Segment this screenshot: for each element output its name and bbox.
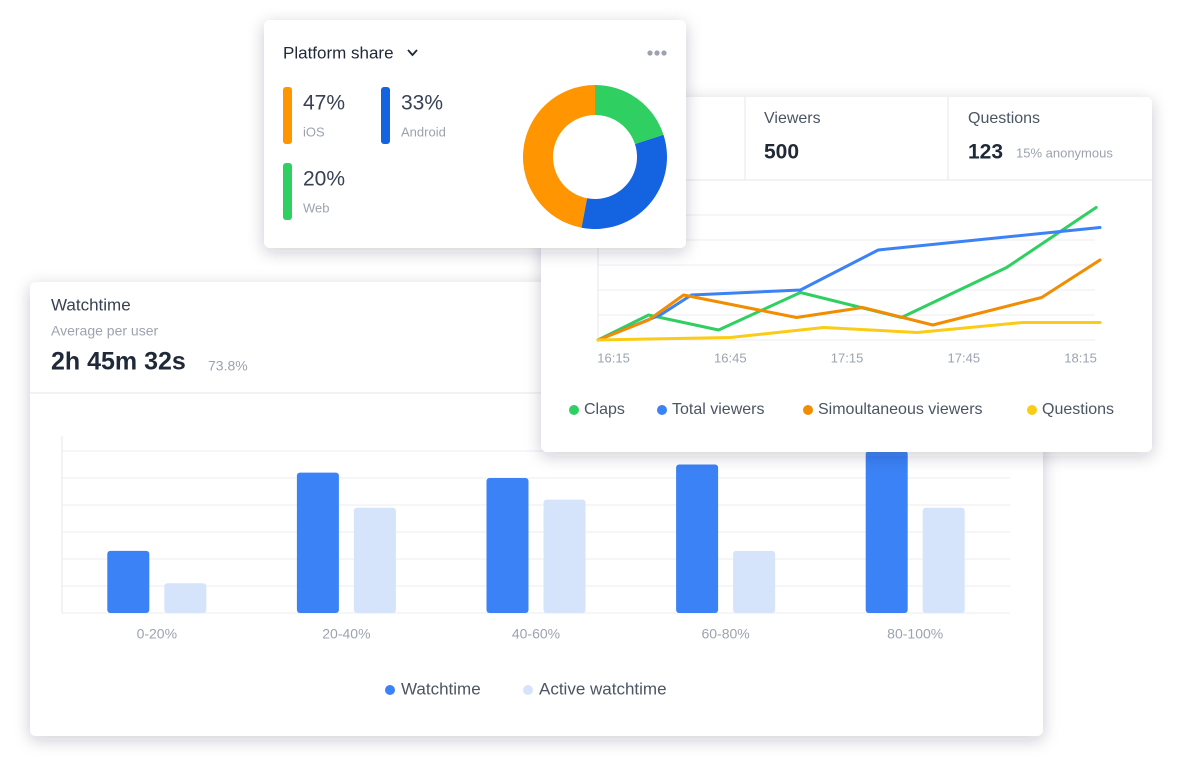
category-label: Web bbox=[303, 200, 330, 215]
card-subtitle: Average per user bbox=[51, 323, 158, 339]
dropdown-chevron[interactable] bbox=[407, 49, 418, 57]
line-series bbox=[596, 258, 1102, 342]
legend-swatch bbox=[803, 405, 813, 415]
x-tick-label: 20-40% bbox=[322, 626, 370, 642]
legend-label: Claps bbox=[584, 401, 625, 418]
bar bbox=[865, 451, 908, 613]
category-label: iOS bbox=[303, 124, 325, 139]
legend-label: Simoultaneous viewers bbox=[818, 401, 983, 418]
stat-value: 123 bbox=[968, 141, 1003, 164]
dot bbox=[647, 50, 653, 56]
bar bbox=[543, 499, 586, 613]
x-tick-label: 60-80% bbox=[701, 626, 749, 642]
x-tick-label: 0-20% bbox=[137, 626, 177, 642]
bar bbox=[296, 472, 339, 613]
value-label: 47% bbox=[303, 92, 345, 115]
x-tick-label: 17:45 bbox=[948, 350, 981, 365]
watchtime-value: 2h 45m 32s bbox=[51, 348, 186, 376]
x-tick-label: 80-100% bbox=[887, 626, 943, 642]
line-series bbox=[596, 321, 1102, 342]
legend-label: Total viewers bbox=[672, 401, 764, 418]
dot bbox=[654, 50, 660, 56]
legend-swatch bbox=[569, 405, 579, 415]
line-plot: 16:15 16:45 17:15 17:45 18:15 Claps Total view… bbox=[569, 206, 1114, 418]
legend-label: Watchtime bbox=[401, 679, 481, 698]
card-title: Watchtime bbox=[51, 295, 131, 314]
platform-card: Platform share 47% iOS 33% Android 20% Web bbox=[264, 20, 686, 248]
x-tick-label: 17:15 bbox=[831, 350, 864, 365]
more-menu[interactable] bbox=[647, 50, 667, 56]
legend-label: Active watchtime bbox=[539, 679, 667, 698]
stat-note: 15% anonymous bbox=[1016, 145, 1113, 160]
legend-swatch bbox=[283, 87, 292, 144]
dot bbox=[661, 50, 667, 56]
x-tick-label: 18:15 bbox=[1064, 350, 1097, 365]
x-tick-label: 40-60% bbox=[512, 626, 560, 642]
stat-label: Questions bbox=[968, 110, 1040, 127]
bar bbox=[922, 507, 965, 613]
stat-value: 500 bbox=[764, 141, 799, 164]
x-tick-label: 16:15 bbox=[597, 350, 630, 365]
legend-swatch bbox=[523, 685, 533, 695]
legend-swatch bbox=[1027, 405, 1037, 415]
value-label: 20% bbox=[303, 168, 345, 191]
donut-slice bbox=[581, 134, 668, 230]
bar-plot: 0-20% 20-40% 40-60% 60-80% 80-100% bbox=[62, 450, 1010, 642]
category-label: Android bbox=[401, 124, 446, 139]
legend-label: Questions bbox=[1042, 401, 1114, 418]
card-background bbox=[541, 97, 1152, 452]
card-title[interactable]: Platform share bbox=[283, 43, 394, 62]
watchtime-change: 73.8% bbox=[208, 358, 248, 374]
line-series bbox=[596, 206, 1098, 342]
legend-swatch bbox=[283, 163, 292, 220]
bar bbox=[486, 478, 529, 613]
legend-swatch bbox=[385, 685, 395, 695]
engagement-card: Viewers 500 Questions 123 15% anonymous … bbox=[541, 97, 1152, 452]
x-tick-label: 16:45 bbox=[714, 350, 747, 365]
value-label: 33% bbox=[401, 92, 443, 115]
bar bbox=[164, 583, 207, 613]
legend-swatch bbox=[381, 87, 390, 144]
legend-swatch bbox=[657, 405, 667, 415]
bar bbox=[733, 550, 776, 613]
pie-plot: 47% iOS 33% Android 20% Web bbox=[283, 85, 668, 230]
stat-label: Viewers bbox=[764, 110, 821, 127]
donut-slice bbox=[522, 85, 595, 228]
bar bbox=[353, 507, 396, 613]
card-background bbox=[264, 20, 686, 248]
bar bbox=[676, 464, 719, 613]
bar bbox=[107, 550, 150, 613]
donut-slice bbox=[595, 85, 664, 145]
